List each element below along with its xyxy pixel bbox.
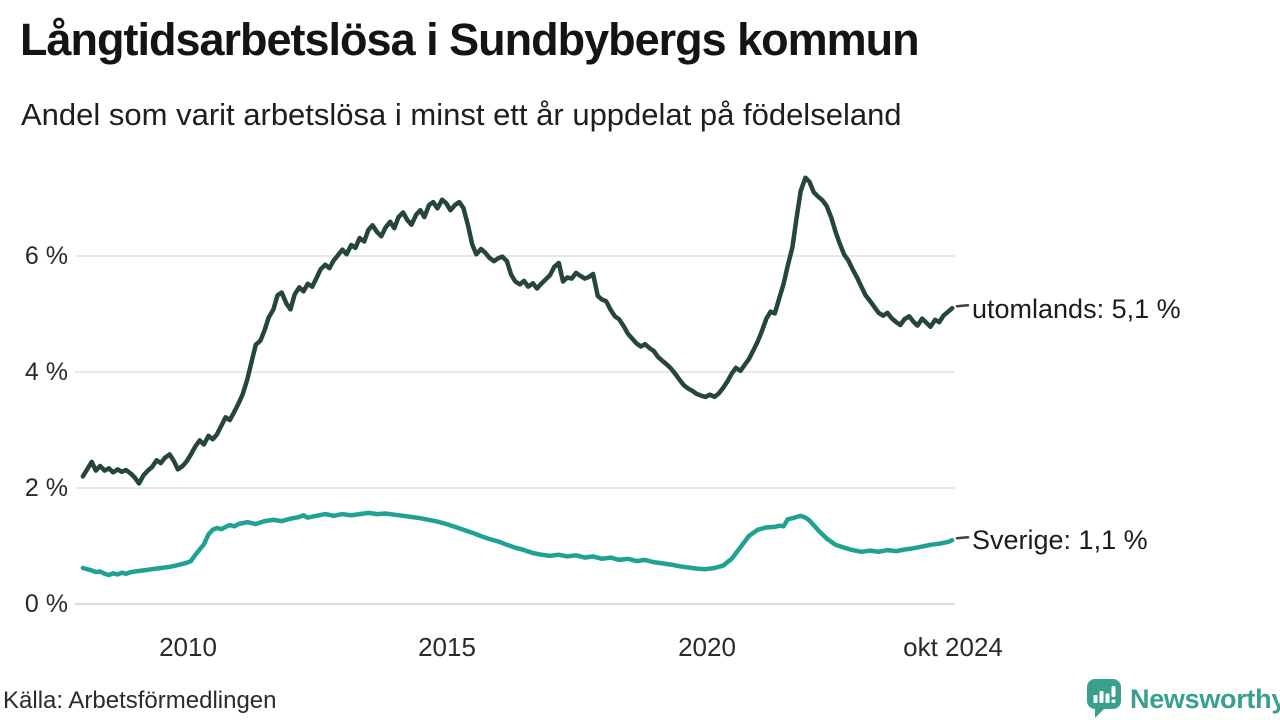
x-tick-label-2010: 2010 (159, 632, 217, 662)
series-label-utomlands: utomlands: 5,1 % (972, 294, 1181, 324)
label-leader-dash-sverige (955, 535, 970, 540)
newsworthy-wordmark: Newsworthy (1130, 683, 1280, 714)
series-line-sverige (80, 510, 955, 578)
y-tick-label-0: 0 % (24, 590, 68, 618)
y-tick-label-4: 4 % (24, 358, 68, 386)
y-tick-label-6: 6 % (24, 242, 68, 270)
x-tick-label-2020: 2020 (678, 632, 736, 662)
page-subtitle: Andel som varit arbetslösa i minst ett å… (21, 97, 902, 132)
series-line-utomlands (80, 175, 955, 486)
series-label-sverige: Sverige: 1,1 % (972, 525, 1148, 555)
label-leader-dash-utomlands (955, 303, 970, 308)
grid-lines (75, 255, 955, 605)
newsworthy-logo-icon (1087, 679, 1121, 718)
source-note: Källa: Arbetsförmedlingen (3, 687, 277, 714)
page-title: Långtidsarbetslösa i Sundbybergs kommun (20, 14, 920, 65)
x-tick-label-okt-2024: okt 2024 (903, 632, 1003, 662)
newsworthy-brand: Newsworthy (1086, 678, 1280, 719)
y-tick-label-2: 2 % (24, 474, 68, 502)
x-tick-label-2015: 2015 (418, 632, 476, 662)
